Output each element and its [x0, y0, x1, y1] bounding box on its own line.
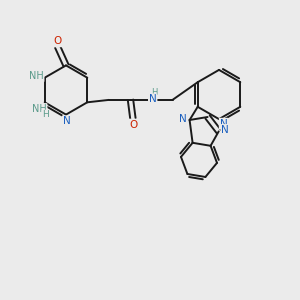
Text: O: O: [129, 119, 138, 130]
Text: N: N: [179, 113, 187, 124]
Text: N: N: [220, 118, 227, 129]
Text: NH: NH: [29, 71, 44, 81]
Text: NH: NH: [32, 104, 47, 114]
Text: N: N: [221, 125, 229, 135]
Text: O: O: [53, 36, 62, 46]
Text: N: N: [63, 116, 70, 126]
Text: H: H: [151, 88, 157, 97]
Text: N: N: [149, 94, 157, 104]
Text: H: H: [42, 110, 49, 119]
